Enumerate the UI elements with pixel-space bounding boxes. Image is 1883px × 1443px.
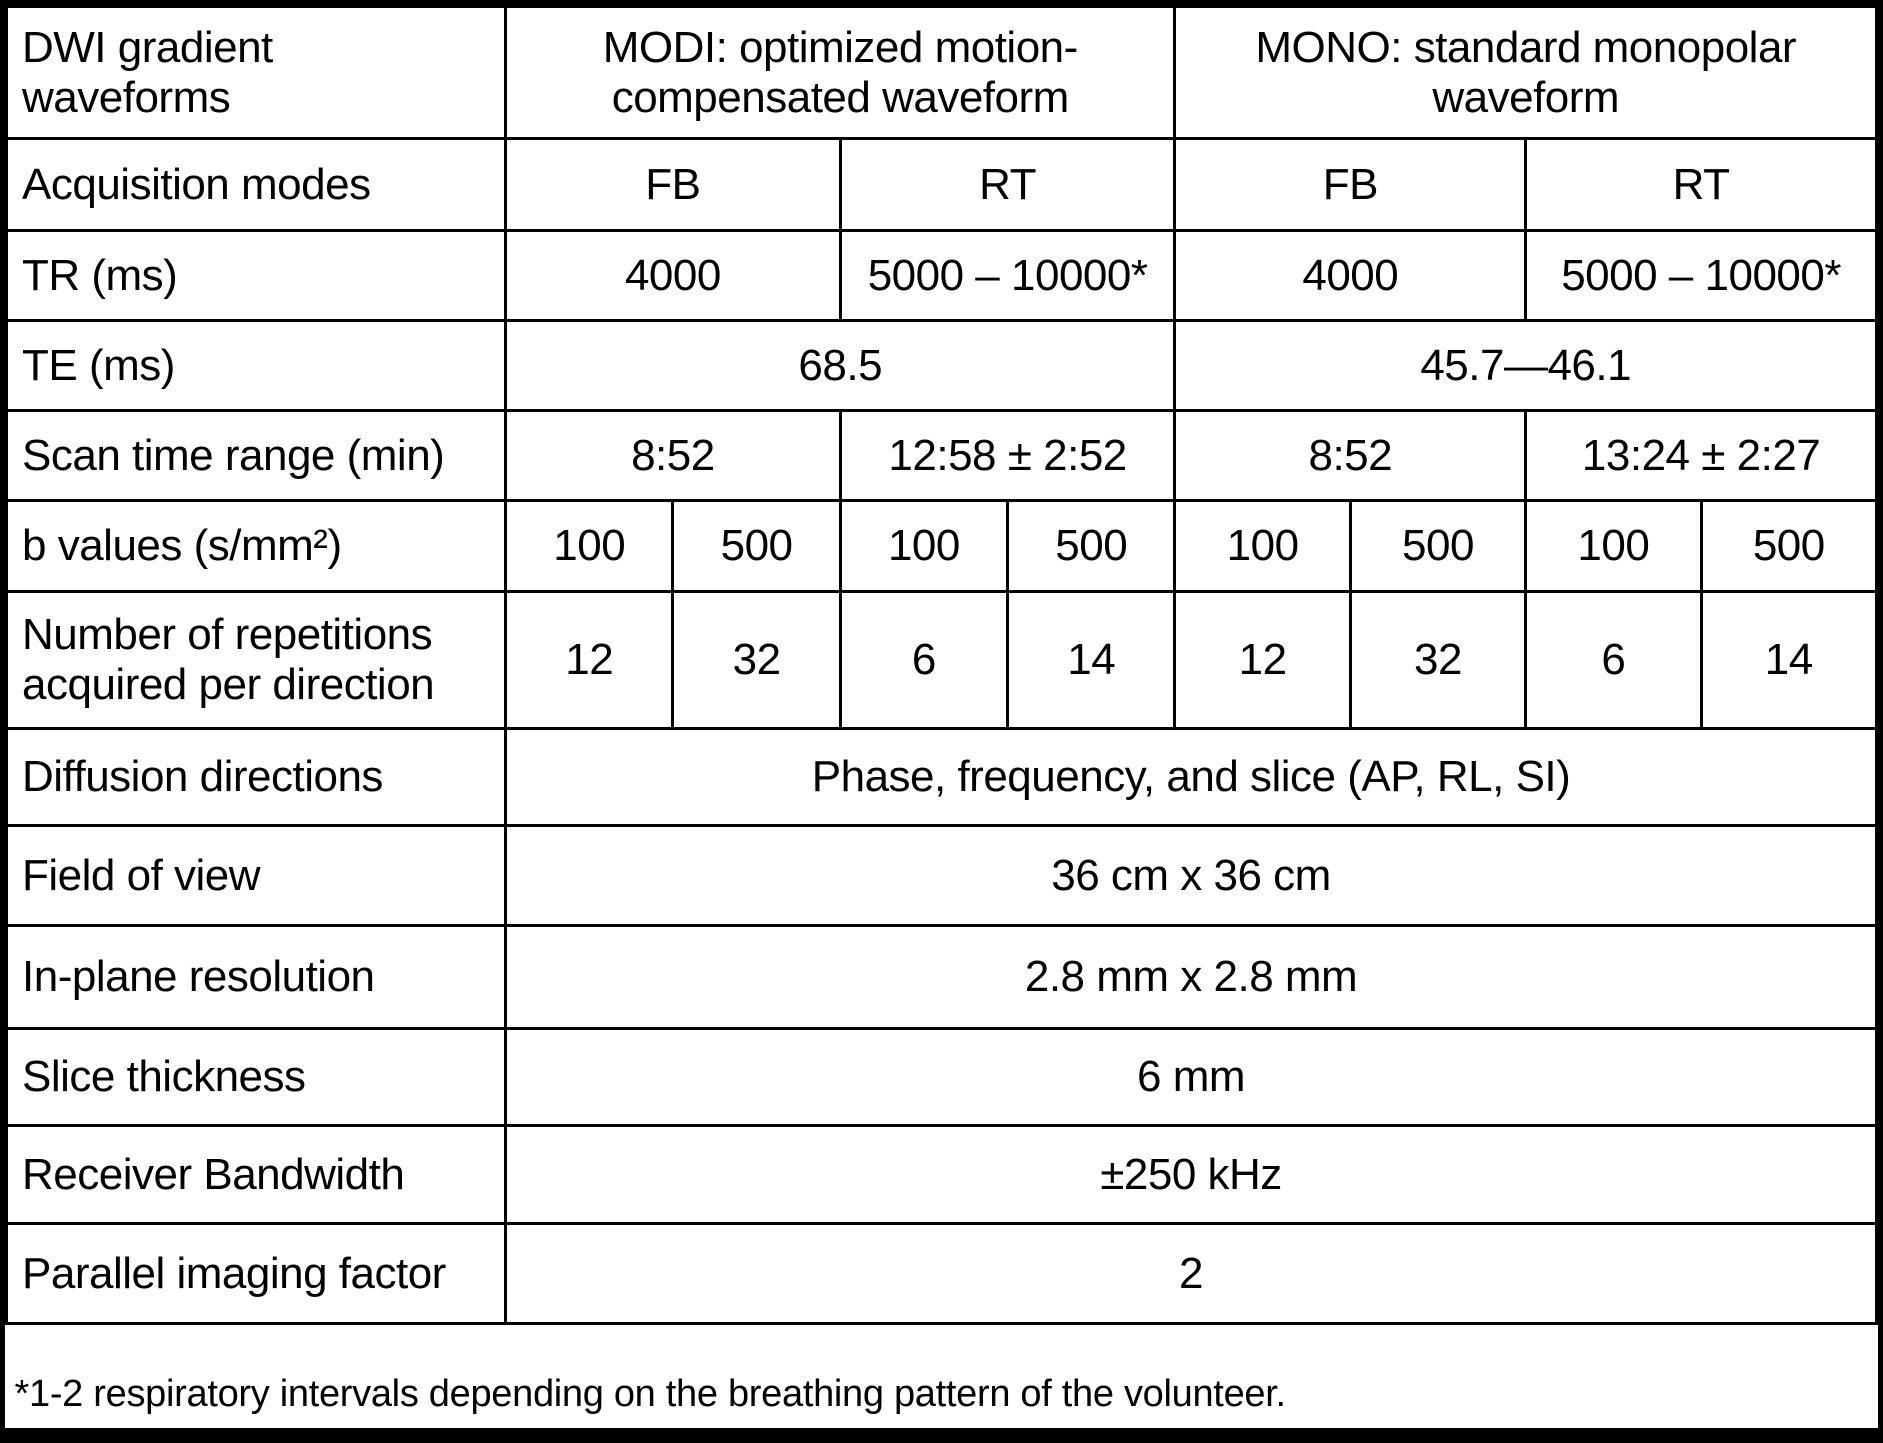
cell-slice-thickness-value: 6 mm xyxy=(504,1027,1878,1127)
cell-te-label: TE (ms) xyxy=(4,319,508,412)
te-row: TE (ms) 68.5 45.7—46.1 xyxy=(4,319,1878,412)
cell-acquisition-modes-label: Acquisition modes xyxy=(4,137,508,232)
cell-scan-time-modi-fb: 8:52 xyxy=(504,409,842,502)
footnote-text: *1-2 respiratory intervals depending on … xyxy=(6,1322,1877,1428)
cell-repetitions-label: Number of repetitions acquired per direc… xyxy=(4,590,508,730)
field-of-view-row: Field of view 36 cm x 36 cm xyxy=(4,824,1878,927)
slice-thickness-row: Slice thickness 6 mm xyxy=(4,1027,1878,1127)
cell-b-values-label: b values (s/mm²) xyxy=(4,499,508,593)
header-row: DWI gradient waveforms MODI: optimized m… xyxy=(4,5,1878,140)
diffusion-directions-row: Diffusion directions Phase, frequency, a… xyxy=(4,727,1878,827)
cell-header-mono: MONO: standard monopolar waveform xyxy=(1173,5,1878,140)
cell-header-row-label: DWI gradient waveforms xyxy=(4,5,508,140)
cell-field-of-view-label: Field of view xyxy=(4,824,508,927)
cell-b-value-5: 100 xyxy=(1173,499,1352,593)
cell-b-value-7: 100 xyxy=(1524,499,1703,593)
acquisition-modes-row: Acquisition modes FB RT FB RT xyxy=(4,137,1878,232)
cell-diffusion-directions-label: Diffusion directions xyxy=(4,727,508,827)
dwi-parameters-table: DWI gradient waveforms MODI: optimized m… xyxy=(4,5,1879,1428)
cell-repetitions-2: 32 xyxy=(671,590,842,730)
cell-repetitions-7: 6 xyxy=(1524,590,1703,730)
cell-tr-modi-fb: 4000 xyxy=(504,229,842,322)
cell-b-value-2: 500 xyxy=(671,499,842,593)
repetitions-row: Number of repetitions acquired per direc… xyxy=(4,590,1879,730)
cell-repetitions-8: 14 xyxy=(1699,590,1879,730)
cell-b-value-8: 500 xyxy=(1699,499,1879,593)
cell-acquisition-mono-rt: RT xyxy=(1524,137,1878,232)
cell-acquisition-modi-fb: FB xyxy=(504,137,842,232)
scan-time-row: Scan time range (min) 8:52 12:58 ± 2:52 … xyxy=(4,409,1878,502)
cell-te-modi: 68.5 xyxy=(504,319,1177,412)
b-values-row: b values (s/mm²) 100 500 100 500 100 500… xyxy=(4,499,1879,593)
cell-scan-time-mono-fb: 8:52 xyxy=(1173,409,1528,502)
cell-repetitions-6: 32 xyxy=(1348,590,1528,730)
cell-repetitions-4: 14 xyxy=(1006,590,1177,730)
cell-b-value-6: 500 xyxy=(1348,499,1528,593)
cell-tr-mono-fb: 4000 xyxy=(1173,229,1528,322)
receiver-bandwidth-row: Receiver Bandwidth ±250 kHz xyxy=(4,1124,1878,1225)
tr-row: TR (ms) 4000 5000 – 10000* 4000 5000 – 1… xyxy=(4,229,1878,322)
cell-header-modi: MODI: optimized motion-compensated wavef… xyxy=(504,5,1177,140)
footnote-row: *1-2 respiratory intervals depending on … xyxy=(6,1322,1877,1428)
cell-acquisition-modi-rt: RT xyxy=(838,137,1177,232)
cell-repetitions-5: 12 xyxy=(1173,590,1352,730)
cell-acquisition-mono-fb: FB xyxy=(1173,137,1528,232)
parallel-imaging-factor-row: Parallel imaging factor 2 xyxy=(4,1222,1878,1325)
cell-receiver-bandwidth-value: ±250 kHz xyxy=(504,1124,1878,1225)
cell-b-value-3: 100 xyxy=(838,499,1010,593)
cell-parallel-imaging-factor-label: Parallel imaging factor xyxy=(4,1222,508,1325)
cell-scan-time-modi-rt: 12:58 ± 2:52 xyxy=(838,409,1177,502)
cell-repetitions-3: 6 xyxy=(838,590,1010,730)
header-mono-text: MONO: standard monopolar waveform xyxy=(1255,22,1797,122)
cell-field-of-view-value: 36 cm x 36 cm xyxy=(504,824,1878,927)
cell-slice-thickness-label: Slice thickness xyxy=(4,1027,508,1127)
cell-in-plane-resolution-value: 2.8 mm x 2.8 mm xyxy=(504,924,1878,1030)
cell-receiver-bandwidth-label: Receiver Bandwidth xyxy=(4,1124,508,1225)
header-modi-text: MODI: optimized motion-compensated wavef… xyxy=(602,22,1079,122)
cell-te-mono: 45.7—46.1 xyxy=(1173,319,1878,412)
cell-repetitions-1: 12 xyxy=(504,590,675,730)
cell-scan-time-label: Scan time range (min) xyxy=(4,409,508,502)
cell-scan-time-mono-rt: 13:24 ± 2:27 xyxy=(1524,409,1878,502)
cell-b-value-4: 500 xyxy=(1006,499,1177,593)
cell-b-value-1: 100 xyxy=(504,499,675,593)
cell-in-plane-resolution-label: In-plane resolution xyxy=(4,924,508,1030)
cell-diffusion-directions-value: Phase, frequency, and slice (AP, RL, SI) xyxy=(504,727,1878,827)
header-row-label-text: DWI gradient waveforms xyxy=(22,22,273,122)
cell-tr-label: TR (ms) xyxy=(4,229,508,322)
in-plane-resolution-row: In-plane resolution 2.8 mm x 2.8 mm xyxy=(4,924,1878,1030)
cell-tr-mono-rt: 5000 – 10000* xyxy=(1524,229,1878,322)
cell-parallel-imaging-factor-value: 2 xyxy=(504,1222,1878,1325)
cell-tr-modi-rt: 5000 – 10000* xyxy=(838,229,1177,322)
